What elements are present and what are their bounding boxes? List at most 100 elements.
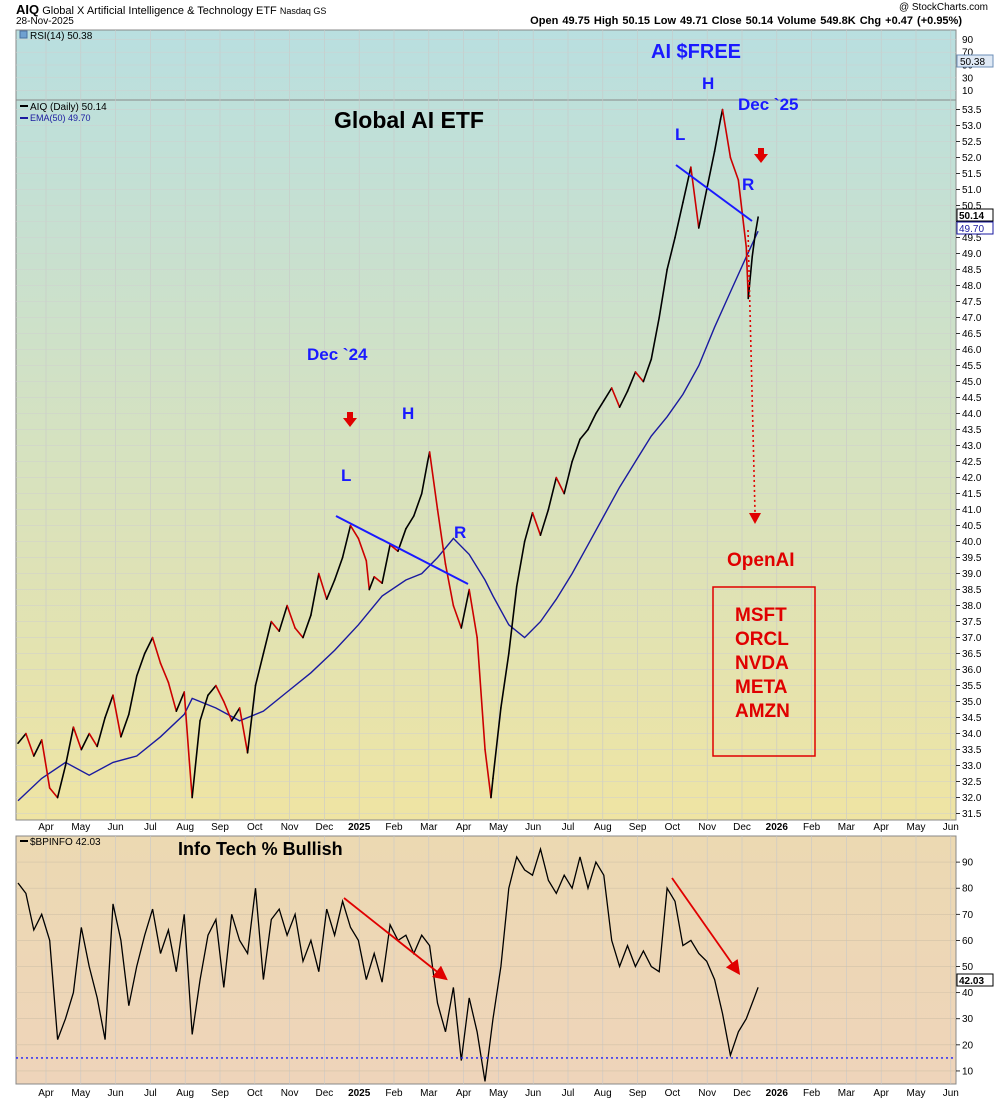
price-segment [159, 662, 170, 684]
y-tick-label: 47.5 [962, 297, 982, 308]
x-tick-label: Apr [456, 1088, 472, 1099]
price-segment [490, 777, 494, 799]
x-tick-label: Jun [525, 1088, 541, 1099]
y-tick-label: 42.5 [962, 457, 982, 468]
price-segment [207, 684, 217, 697]
x-tick-label: Sep [211, 822, 229, 833]
price-segment [341, 524, 352, 559]
y-tick-label: 46.5 [962, 329, 982, 340]
x-tick-label: Apr [38, 1088, 54, 1099]
company-nvda: NVDA [735, 653, 789, 674]
price-segment [389, 543, 399, 553]
price-legend-text: AIQ (Daily) 50.14 [30, 102, 107, 113]
price-segment [96, 716, 106, 748]
main-x-axis: Apr May Jun Jul Aug Sep Oct Nov Dec 2025 Feb Mar Apr… [38, 822, 959, 833]
price-segment [610, 387, 621, 409]
y-tick-label: 70 [962, 910, 974, 921]
x-tick-label: Nov [281, 822, 299, 833]
price-segment [484, 748, 492, 799]
lower-panel-background [15, 835, 957, 1085]
price-segment [333, 556, 344, 581]
rsi-last-value-tag: 50.38 [956, 54, 994, 68]
price-segment [507, 585, 518, 655]
x-tick-label: Aug [176, 1088, 194, 1099]
x-tick-label: Dec [316, 1088, 334, 1099]
y-tick-label: 36.5 [962, 649, 982, 660]
price-segment [278, 604, 288, 633]
main-y-axis: 31.5 32.0 32.5 33.0 33.5 34.0 34.5 35.0 35.5 36.0… [956, 35, 982, 820]
x-tick-label: Feb [385, 1088, 403, 1099]
bp-last-value-tag: 42.03 [956, 973, 994, 987]
price-segment [436, 508, 447, 565]
watermark: @ StockCharts.com [898, 2, 988, 13]
main-grid [16, 30, 956, 820]
exchange-name: Nasdaq GS [279, 6, 327, 16]
x-tick-label: Jul [144, 1088, 157, 1099]
neckline-2025 [675, 164, 753, 222]
price-segment [626, 371, 637, 393]
x-tick-label: Apr [873, 822, 889, 833]
price-segment [17, 732, 27, 745]
y-tick-label: 34.5 [962, 713, 982, 724]
price-segment [246, 684, 257, 754]
price-segment [368, 575, 376, 591]
company-amzn: AMZN [735, 701, 790, 722]
price-segment [492, 707, 502, 780]
price-segment [468, 588, 478, 639]
y-tick-label: 50 [962, 962, 974, 973]
y-tick-label: 38.0 [962, 601, 982, 612]
x-tick-label: May [907, 1088, 926, 1099]
y-tick-label: 32.0 [962, 793, 982, 804]
lower-panel-title: Info Tech % Bullish [178, 839, 343, 859]
chart-header: AIQ Global X Artificial Intelligence & T… [16, 2, 326, 17]
x-tick-label: Feb [385, 822, 403, 833]
price-segment [523, 511, 534, 543]
y-tick-label: 35.5 [962, 681, 982, 692]
bp-last-value: 42.03 [959, 976, 984, 987]
ema-last-value: 49.70 [959, 224, 984, 235]
y-tick-label: 40.0 [962, 537, 982, 548]
x-tick-label: Jul [562, 822, 575, 833]
price-segment [286, 604, 296, 629]
price-segment [262, 620, 273, 655]
price-segment [270, 620, 281, 633]
ema-last-value-tag: 49.70 [956, 221, 994, 235]
y-tick-label: 51.5 [962, 169, 982, 180]
price-segment [713, 118, 722, 152]
y-tick-label: 43.5 [962, 425, 982, 436]
price-segment [365, 559, 371, 591]
label-left-shoulder-2024: L [341, 466, 351, 485]
price-segment [167, 681, 178, 713]
annotation-dec-24: Dec `24 [307, 345, 368, 364]
y-tick-label: 51.0 [962, 185, 982, 196]
price-segment [745, 246, 750, 300]
price-segment [658, 268, 668, 319]
price-segment [199, 694, 209, 722]
price-segment [515, 540, 526, 588]
price-segment [40, 739, 51, 789]
x-tick-label: Apr [38, 822, 54, 833]
price-segment [325, 579, 336, 601]
price-segment [191, 719, 201, 799]
y-tick-label: 41.0 [962, 505, 982, 516]
y-tick-label: 44.5 [962, 393, 982, 404]
price-segment [183, 691, 190, 761]
price-segment [579, 428, 589, 441]
label-head-2024: H [402, 404, 414, 423]
price-segment [634, 371, 645, 383]
price-segment [697, 188, 708, 229]
price-segment [428, 451, 439, 511]
price-segment [754, 216, 759, 236]
x-tick-label: 2026 [766, 1088, 789, 1099]
x-tick-label: Mar [838, 1088, 856, 1099]
rsi-y-tick-label: 10 [962, 86, 974, 97]
x-tick-label: Jul [562, 1088, 575, 1099]
x-tick-label: 2025 [348, 1088, 371, 1099]
x-tick-label: May [907, 822, 926, 833]
companies-box [712, 586, 816, 757]
y-tick-label: 46.0 [962, 345, 982, 356]
y-tick-label: 10 [962, 1066, 974, 1077]
price-segment [349, 524, 360, 540]
y-tick-label: 50.5 [962, 201, 982, 212]
